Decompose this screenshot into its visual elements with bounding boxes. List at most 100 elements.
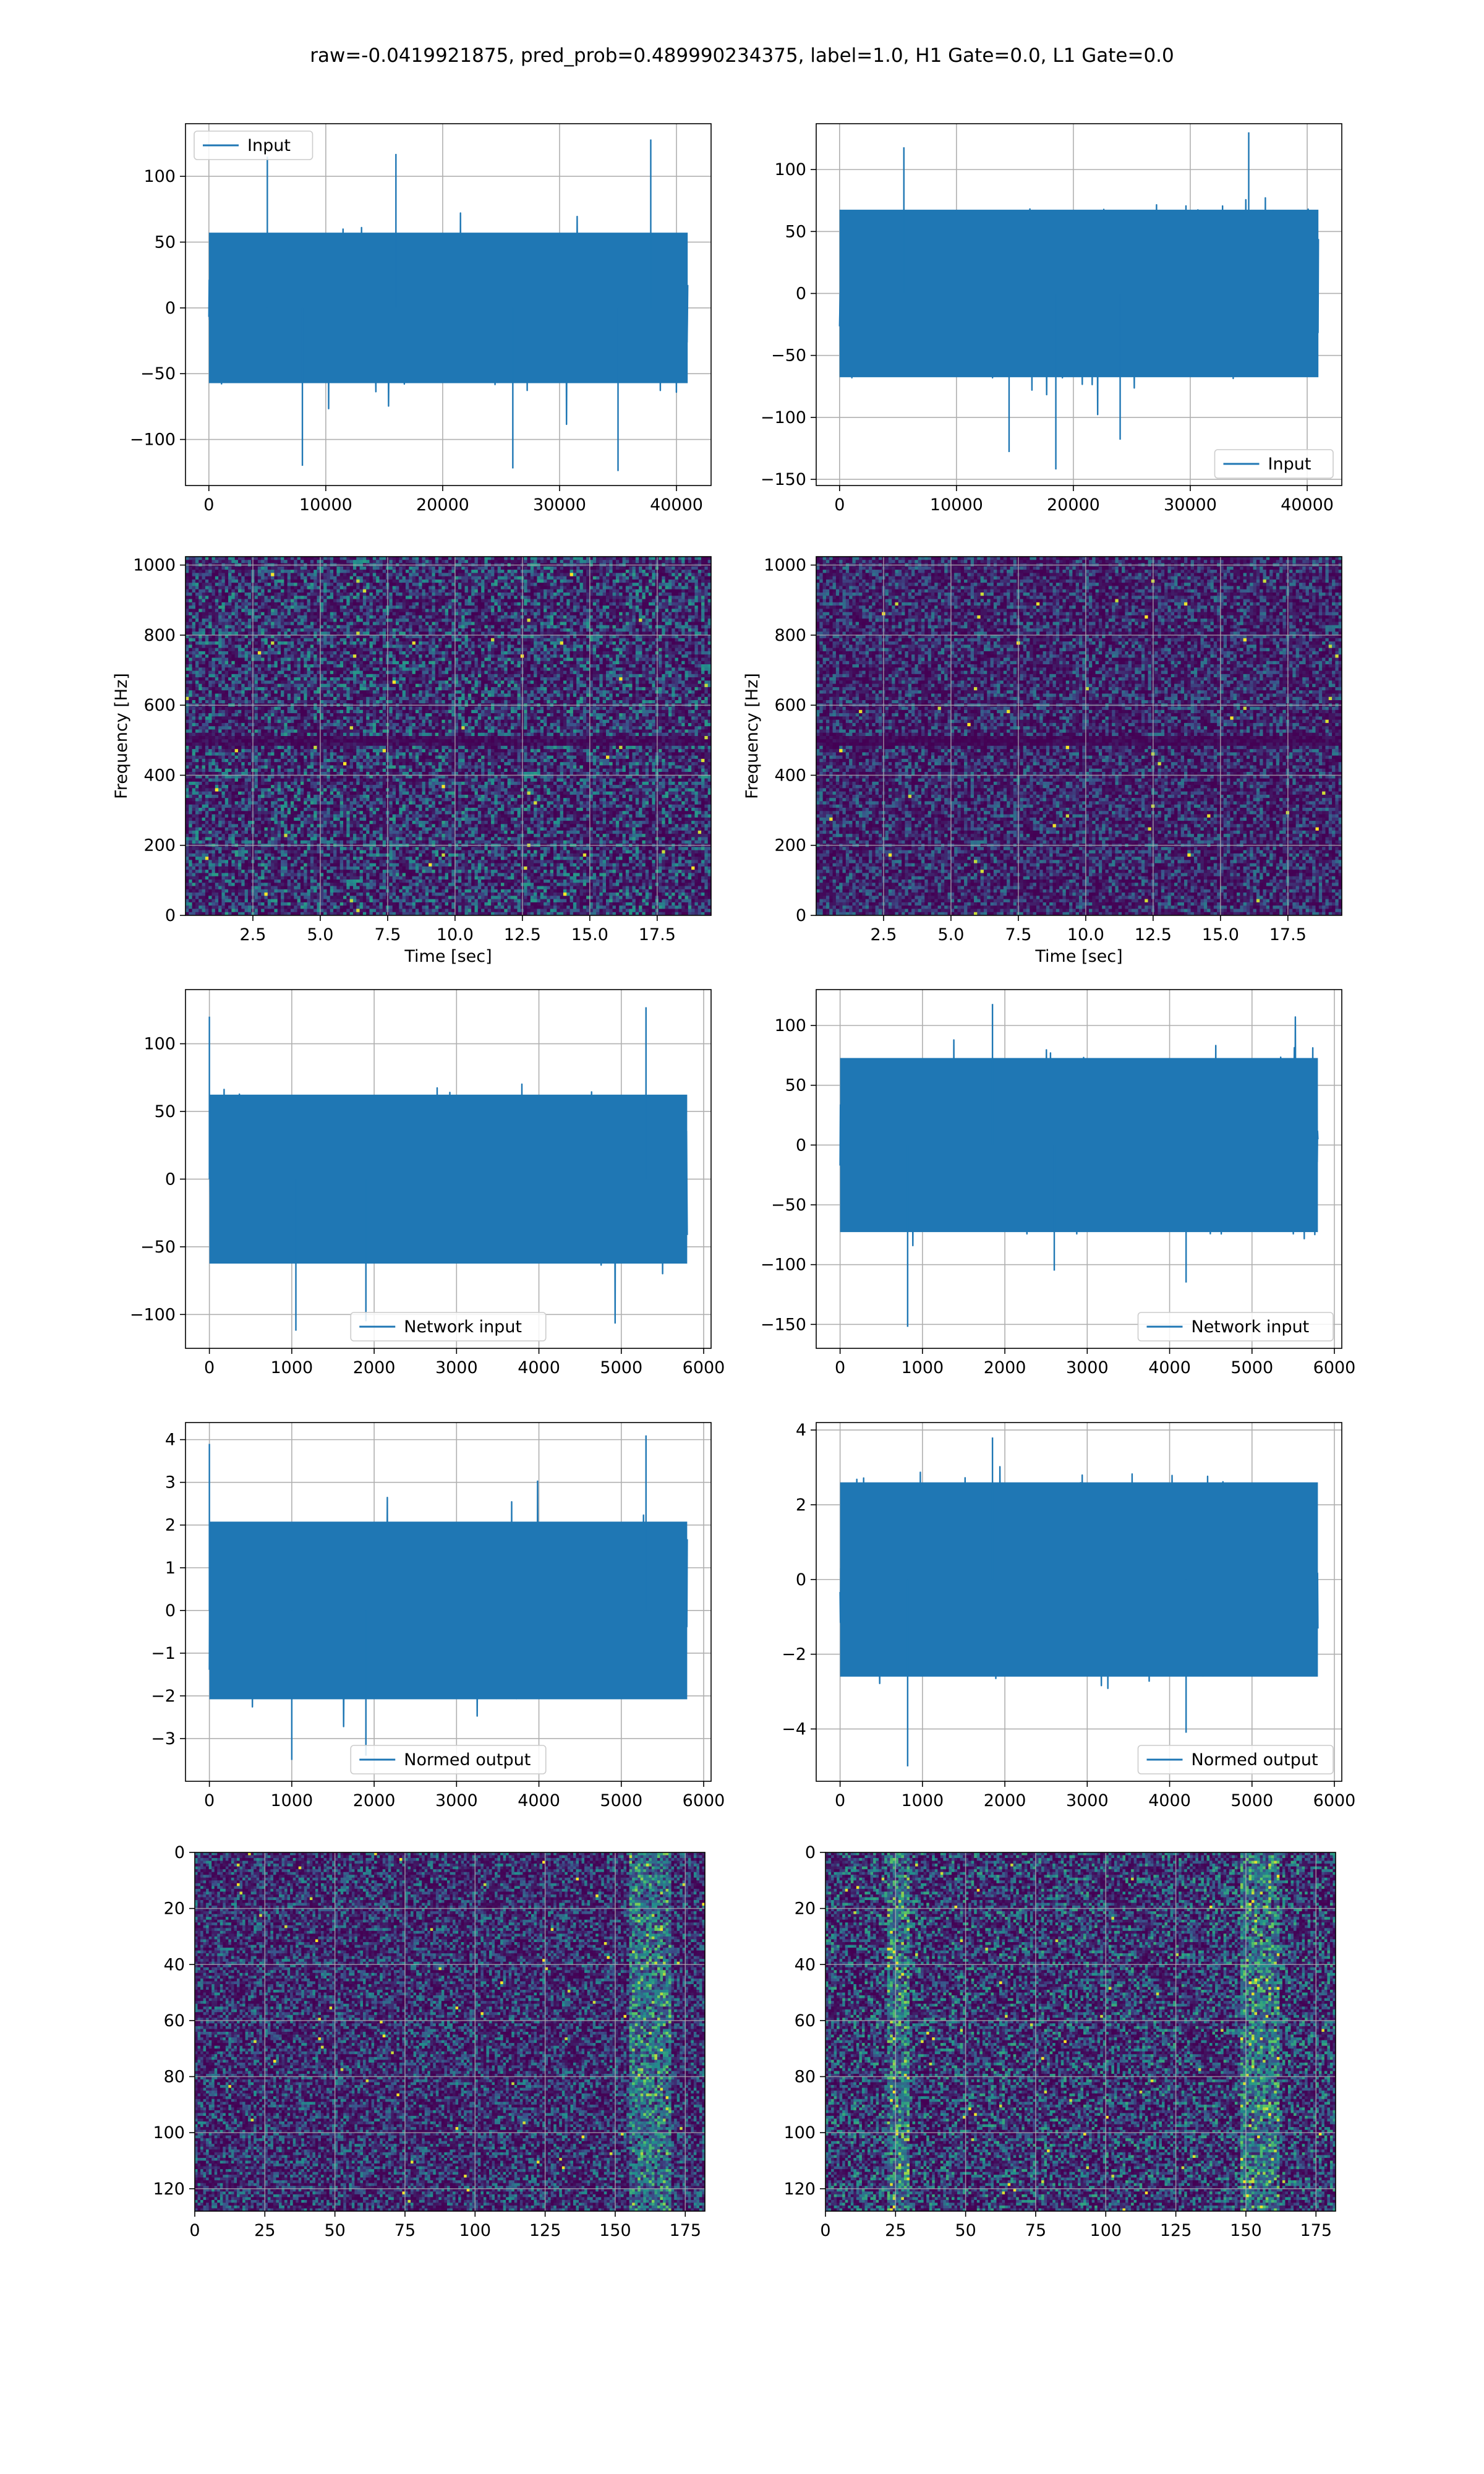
heatmap-cell [458, 573, 462, 576]
heatmap-cell [544, 651, 547, 655]
heatmap-cell [202, 612, 206, 616]
heatmap-cell [626, 615, 629, 619]
heatmap-cell [599, 593, 603, 596]
heatmap-cell [245, 648, 249, 652]
heatmap-cell [297, 609, 301, 612]
heatmap-cell [573, 573, 577, 576]
heatmap-cell [396, 602, 399, 606]
heatmap-cell [343, 638, 347, 642]
heatmap-cell [248, 557, 252, 560]
heatmap-cell [665, 625, 669, 629]
heatmap-cell [241, 599, 245, 603]
heatmap-cell [583, 593, 587, 596]
heatmap-cell [619, 651, 623, 655]
heatmap-cell [566, 625, 570, 629]
heatmap-cell [409, 638, 412, 642]
heatmap-cell [616, 651, 620, 655]
heatmap-cell [576, 557, 580, 560]
heatmap-cell [336, 644, 340, 648]
heatmap-cell [441, 589, 445, 593]
heatmap-cell [609, 609, 613, 612]
heatmap-cell [370, 609, 373, 612]
heatmap-cell [619, 580, 623, 583]
heatmap-cell [278, 589, 281, 593]
heatmap-cell [438, 606, 442, 609]
heatmap-cell [570, 615, 574, 619]
heatmap-cell [540, 570, 544, 573]
heatmap-cell [475, 586, 479, 589]
heatmap-cell [409, 573, 412, 576]
heatmap-cell [478, 648, 482, 652]
heatmap-cell [662, 599, 665, 603]
heatmap-cell [665, 648, 669, 652]
heatmap-cell [678, 644, 682, 648]
heatmap-cell [649, 651, 652, 655]
heatmap-cell [629, 625, 633, 629]
heatmap-cell [376, 625, 380, 629]
heatmap-cell [291, 654, 294, 658]
heatmap-cell [255, 580, 258, 583]
heatmap-cell [304, 599, 307, 603]
heatmap-cell [560, 651, 564, 655]
heatmap-cell [698, 606, 702, 609]
heatmap-cell [288, 589, 291, 593]
heatmap-cell [524, 618, 527, 622]
heatmap-cell [425, 557, 429, 560]
heatmap-cell [540, 606, 544, 609]
heatmap-cell [353, 560, 357, 563]
heatmap-cell [261, 641, 265, 645]
heatmap-cell [330, 638, 334, 642]
heatmap-cell [218, 651, 222, 655]
heatmap-cell [688, 589, 692, 593]
heatmap-cell [514, 570, 518, 573]
heatmap-cell [527, 567, 531, 570]
heatmap-cell [652, 589, 655, 593]
heatmap-cell [613, 586, 616, 589]
heatmap-cell [445, 570, 449, 573]
heatmap-cell [553, 609, 557, 612]
heatmap-cell [241, 570, 245, 573]
heatmap-cell [248, 618, 252, 622]
heatmap-cell [281, 638, 284, 642]
heatmap-cell [198, 586, 202, 589]
heatmap-cell [550, 618, 554, 622]
heatmap-cell [613, 606, 616, 609]
heatmap-cell [333, 576, 337, 580]
heatmap-cell [504, 651, 508, 655]
heatmap-cell [419, 615, 422, 619]
heatmap-cell [547, 609, 550, 612]
heatmap-cell [412, 573, 416, 576]
heatmap-cell [330, 606, 334, 609]
heatmap-cell [583, 609, 587, 612]
heatmap-cell [412, 586, 416, 589]
heatmap-cell [694, 557, 698, 560]
heatmap-cell [360, 622, 364, 625]
heatmap-cell [370, 560, 373, 563]
heatmap-cell [475, 570, 479, 573]
heatmap-cell [376, 589, 380, 593]
heatmap-cell [501, 589, 505, 593]
heatmap-cell [629, 580, 633, 583]
heatmap-cell [307, 609, 311, 612]
heatmap-cell [665, 606, 669, 609]
heatmap-cell [231, 648, 235, 652]
heatmap-cell [652, 625, 655, 629]
heatmap-cell [340, 589, 344, 593]
heatmap-cell [241, 648, 245, 652]
heatmap-cell [461, 586, 465, 589]
heatmap-cell [698, 557, 702, 560]
heatmap-cell [672, 570, 675, 573]
heatmap-cell [508, 589, 511, 593]
heatmap-cell [606, 593, 610, 596]
heatmap-cell [186, 628, 189, 632]
heatmap-cell [225, 651, 229, 655]
heatmap-cell [225, 622, 229, 625]
heatmap-cell [370, 589, 373, 593]
heatmap-cell [642, 644, 646, 648]
heatmap-cell [379, 628, 383, 632]
heatmap-cell [491, 628, 495, 632]
heatmap-cell [261, 625, 265, 629]
heatmap-cell [396, 618, 399, 622]
heatmap-cell [691, 606, 695, 609]
heatmap-cell [498, 644, 501, 648]
